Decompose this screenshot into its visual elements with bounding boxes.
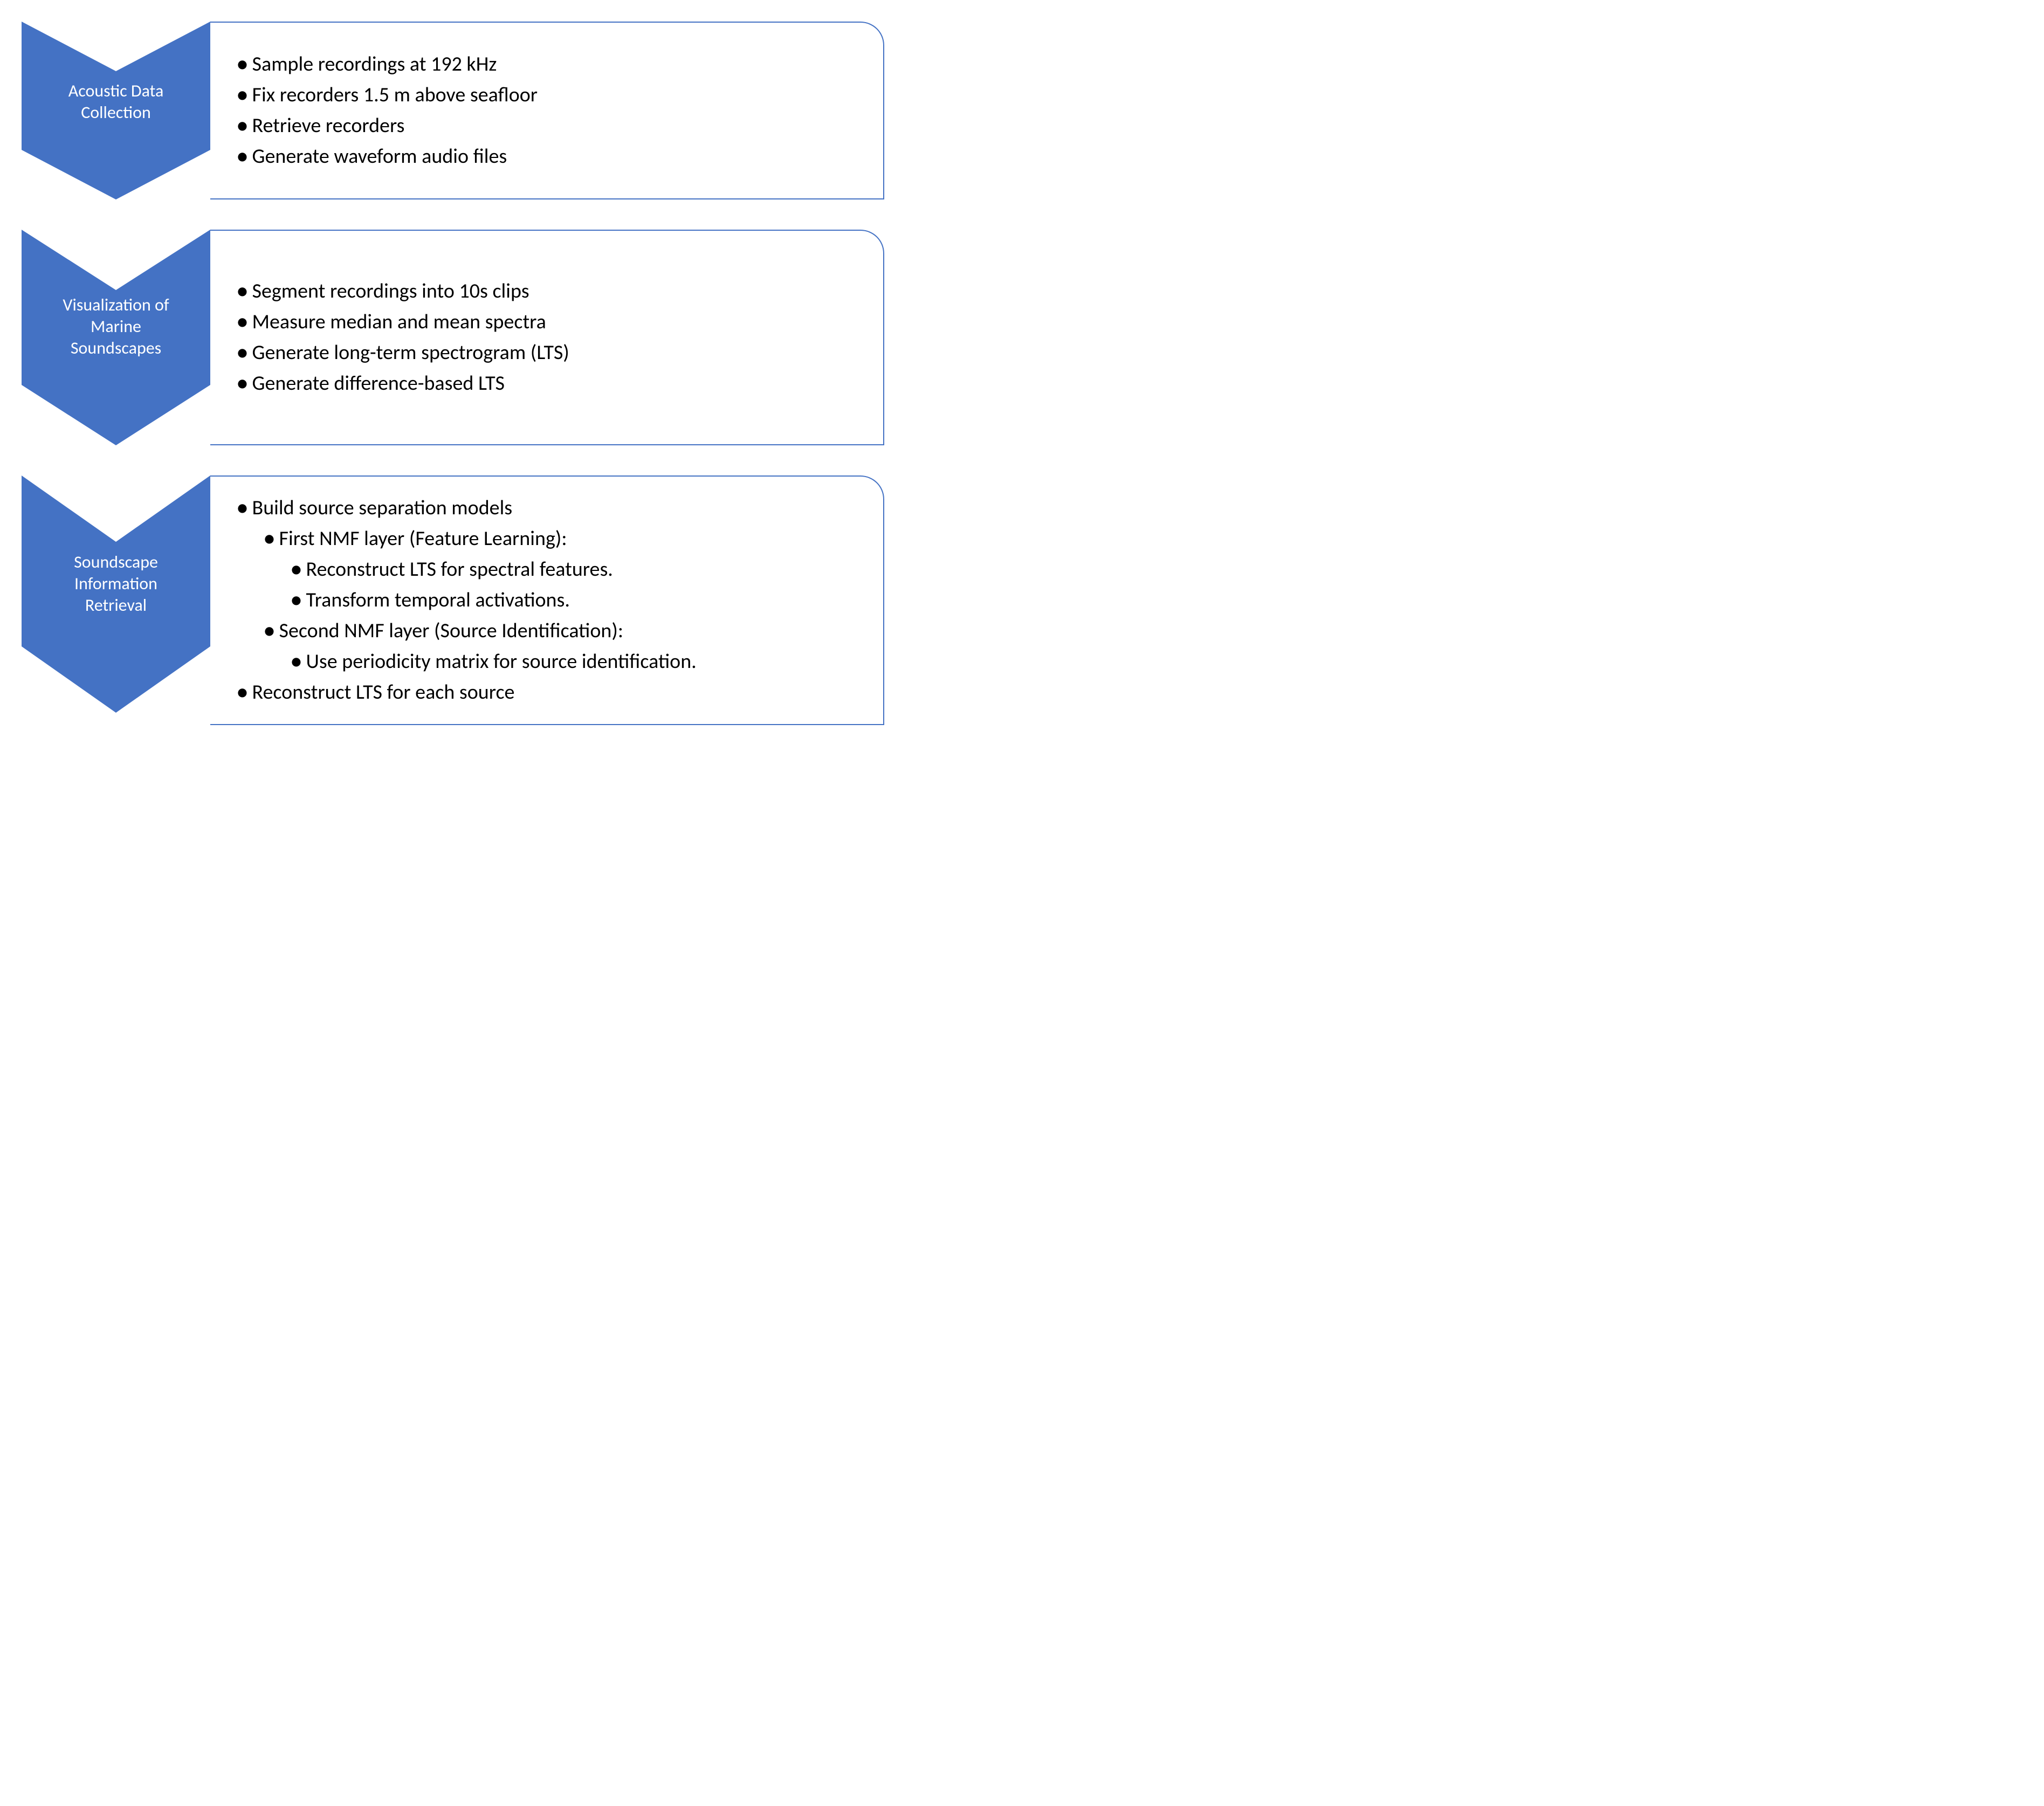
bullet-text: Fix recorders 1.5 m above seafloor xyxy=(252,82,538,107)
bullet-item: Build source separation models First NMF … xyxy=(237,493,697,677)
bullet-text: Reconstruct LTS for each source xyxy=(252,680,515,705)
flow-step-acoustic-data-collection: Acoustic DataCollectionSample recordings… xyxy=(22,22,884,199)
content-box: Sample recordings at 192 kHz Fix recorder… xyxy=(210,22,884,199)
bullet-list: Sample recordings at 192 kHz Fix recorder… xyxy=(237,49,538,172)
chevron: SoundscapeInformationRetrieval xyxy=(22,475,210,713)
bullet-item: Transform temporal activations. xyxy=(291,585,697,616)
bullet-list: Segment recordings into 10s clips Measure… xyxy=(237,276,569,399)
flow-step-soundscape-information-retrieval: SoundscapeInformationRetrievalBuild sour… xyxy=(22,475,884,725)
bullet-text: Generate waveform audio files xyxy=(252,144,507,169)
bullet-text: Segment recordings into 10s clips xyxy=(252,279,529,304)
bullet-list: First NMF layer (Feature Learning): Recon… xyxy=(264,523,697,677)
chevron: Visualization ofMarineSoundscapes xyxy=(22,230,210,445)
bullet-text: First NMF layer (Feature Learning): xyxy=(279,526,567,551)
bullet-item: Second NMF layer (Source Identification)… xyxy=(264,616,697,677)
bullet-item: Retrieve recorders xyxy=(237,111,538,141)
bullet-text: Build source separation models xyxy=(252,495,513,520)
bullet-item: Generate long-term spectrogram (LTS) xyxy=(237,337,569,368)
bullet-text: Measure median and mean spectra xyxy=(252,309,546,334)
bullet-item: Segment recordings into 10s clips xyxy=(237,276,569,307)
bullet-text: Generate long-term spectrogram (LTS) xyxy=(252,340,569,365)
flow-step-visualization-of-marine-soundscapes: Visualization ofMarineSoundscapesSegment… xyxy=(22,230,884,445)
bullet-text: Reconstruct LTS for spectral features. xyxy=(306,557,613,582)
content-box: Segment recordings into 10s clips Measure… xyxy=(210,230,884,445)
bullet-item: Generate difference-based LTS xyxy=(237,368,569,399)
bullet-text: Second NMF layer (Source Identification)… xyxy=(279,618,624,643)
bullet-item: Reconstruct LTS for each source xyxy=(237,677,697,708)
bullet-text: Sample recordings at 192 kHz xyxy=(252,52,497,77)
bullet-list: Reconstruct LTS for spectral features. Tr… xyxy=(291,554,697,616)
bullet-item: Sample recordings at 192 kHz xyxy=(237,49,538,80)
bullet-list: Use periodicity matrix for source identi… xyxy=(291,646,697,677)
content-box: Build source separation models First NMF … xyxy=(210,475,884,725)
bullet-item: Generate waveform audio files xyxy=(237,141,538,172)
bullet-list: Build source separation models First NMF … xyxy=(237,493,697,708)
bullet-item: Measure median and mean spectra xyxy=(237,307,569,337)
bullet-text: Use periodicity matrix for source identi… xyxy=(306,649,697,674)
bullet-item: Reconstruct LTS for spectral features. xyxy=(291,554,697,585)
bullet-item: Use periodicity matrix for source identi… xyxy=(291,646,697,677)
process-flow: Acoustic DataCollectionSample recordings… xyxy=(22,22,884,725)
bullet-text: Transform temporal activations. xyxy=(306,588,570,612)
bullet-item: Fix recorders 1.5 m above seafloor xyxy=(237,80,538,111)
bullet-item: First NMF layer (Feature Learning): Recon… xyxy=(264,523,697,616)
bullet-text: Retrieve recorders xyxy=(252,113,405,138)
bullet-text: Generate difference-based LTS xyxy=(252,371,505,396)
chevron: Acoustic DataCollection xyxy=(22,22,210,199)
